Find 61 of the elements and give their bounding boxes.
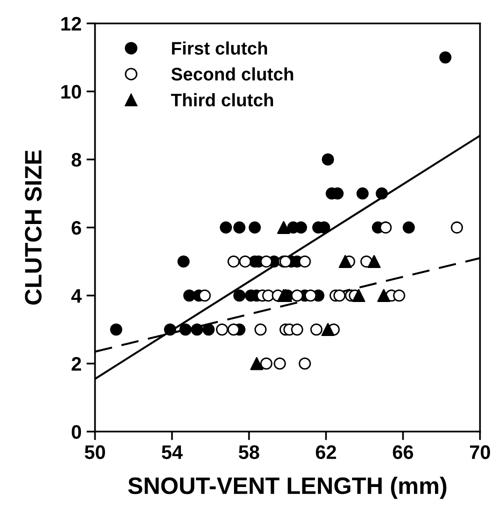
point bbox=[220, 221, 232, 234]
legend-label: Second clutch bbox=[171, 67, 294, 81]
point bbox=[179, 323, 192, 336]
y-tick-label: 4 bbox=[71, 289, 82, 303]
point bbox=[202, 323, 215, 336]
point bbox=[233, 221, 246, 234]
point bbox=[291, 289, 304, 302]
point bbox=[254, 323, 267, 336]
point bbox=[277, 220, 290, 234]
y-tick-label: 2 bbox=[72, 357, 82, 371]
point bbox=[298, 357, 311, 370]
point bbox=[250, 357, 264, 370]
y-tick-label: 12 bbox=[61, 16, 82, 30]
legend-label: First clutch bbox=[172, 41, 268, 55]
point bbox=[298, 255, 311, 268]
y-axis-title: CLUTCH SIZE bbox=[24, 150, 42, 305]
point bbox=[338, 255, 352, 268]
point bbox=[368, 255, 381, 268]
point bbox=[183, 289, 196, 302]
point bbox=[291, 323, 304, 336]
point bbox=[393, 289, 406, 302]
point bbox=[233, 289, 246, 302]
legend-label: Third clutch bbox=[171, 93, 274, 106]
y-tick-label: 8 bbox=[72, 152, 82, 167]
x-tick-label: 50 bbox=[84, 445, 106, 460]
point bbox=[274, 357, 286, 370]
point bbox=[304, 289, 317, 302]
point bbox=[198, 289, 211, 302]
point bbox=[216, 323, 228, 336]
point bbox=[260, 255, 272, 268]
x-tick-label: 58 bbox=[238, 445, 260, 460]
x-tick-label: 70 bbox=[470, 445, 490, 460]
point bbox=[377, 289, 390, 302]
point bbox=[239, 255, 252, 268]
point bbox=[190, 323, 204, 336]
x-axis-title: SNOUT-VENT LENGTH (mm) bbox=[128, 476, 446, 499]
x-tick-label: 66 bbox=[392, 445, 414, 460]
point bbox=[260, 357, 272, 370]
point bbox=[450, 221, 463, 234]
point bbox=[110, 323, 122, 336]
x-tick-label: 62 bbox=[316, 445, 336, 460]
x-tick-label: 54 bbox=[162, 446, 183, 460]
y-tick-label: 6 bbox=[72, 220, 82, 235]
point bbox=[352, 289, 366, 302]
point bbox=[333, 289, 346, 302]
point bbox=[310, 323, 322, 336]
point bbox=[356, 187, 369, 200]
point bbox=[380, 221, 392, 234]
point bbox=[402, 221, 415, 234]
point bbox=[322, 153, 334, 166]
point bbox=[376, 187, 388, 200]
y-tick-label: 0 bbox=[72, 425, 82, 439]
point bbox=[248, 221, 261, 234]
point bbox=[262, 289, 274, 302]
point bbox=[228, 323, 240, 336]
point bbox=[164, 323, 176, 336]
point bbox=[177, 255, 190, 268]
y-tick-label: 10 bbox=[61, 84, 82, 99]
point bbox=[228, 255, 240, 268]
point bbox=[321, 323, 334, 336]
point bbox=[439, 51, 452, 64]
